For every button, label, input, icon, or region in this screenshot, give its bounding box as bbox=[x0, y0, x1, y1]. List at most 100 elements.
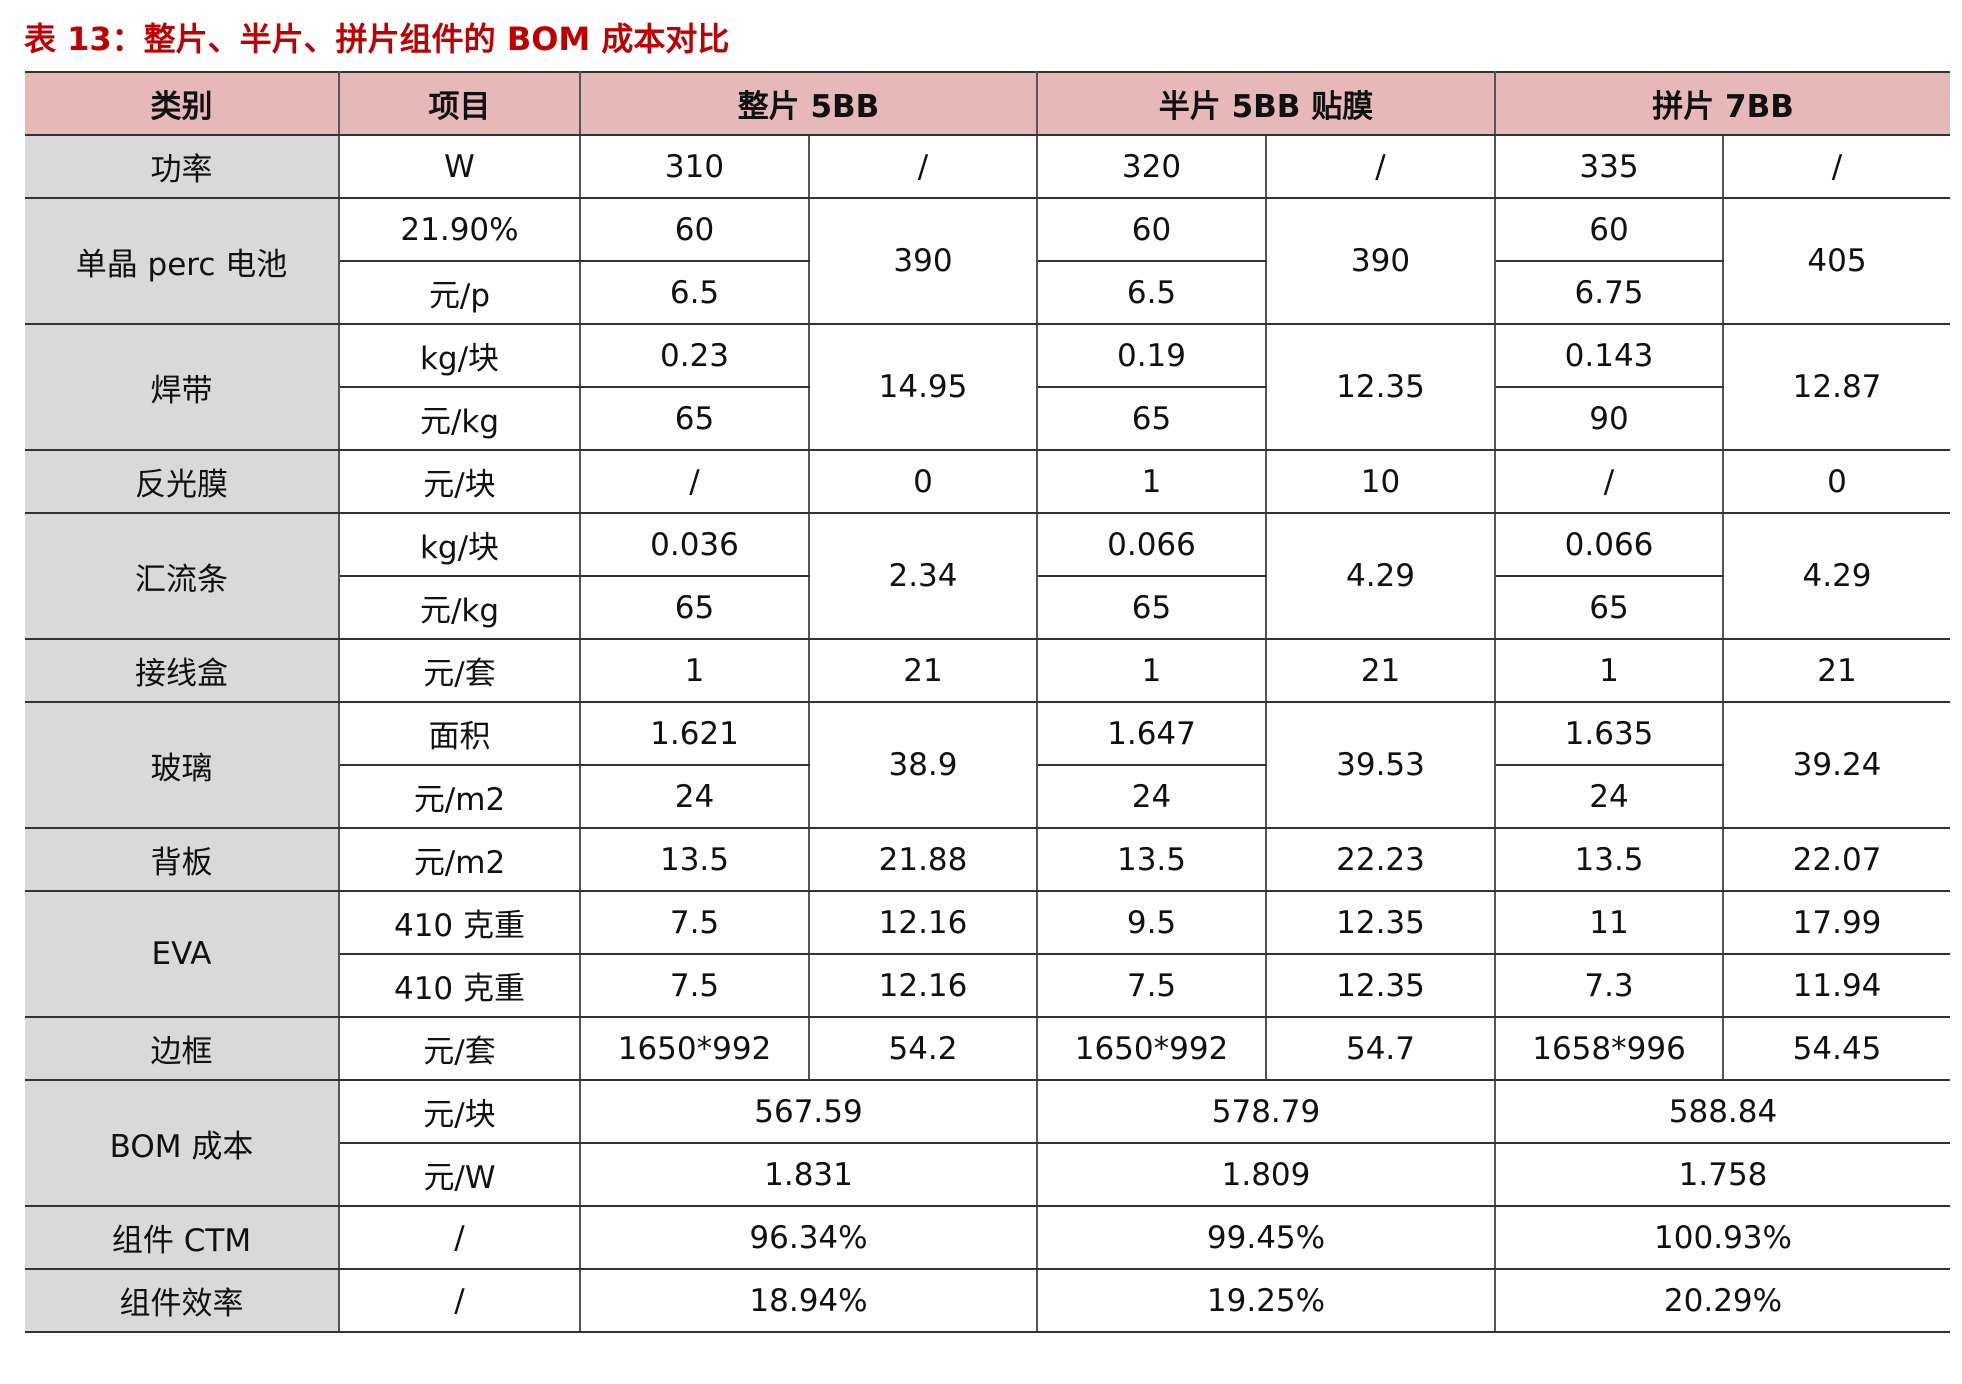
table-row: 元/kg 65 65 65 bbox=[25, 575, 1950, 640]
value-cell: 1658*996 bbox=[1494, 1016, 1725, 1081]
item-cell: 410 克重 bbox=[338, 890, 581, 955]
table-row: 接线盒 元/套 1 21 1 21 1 21 bbox=[25, 638, 1951, 703]
value-cell: 1.809 bbox=[1035, 1142, 1497, 1207]
item-cell: kg/块 bbox=[338, 323, 581, 388]
item-cell: kg/块 bbox=[338, 512, 581, 577]
value-cell: 20.29% bbox=[1494, 1268, 1951, 1333]
value-cell: 60 bbox=[579, 197, 810, 262]
value-cell: 0 bbox=[808, 449, 1038, 514]
table-title: 表 13：整片、半片、拼片组件的 BOM 成本对比 bbox=[24, 20, 730, 58]
value-cell: 21.88 bbox=[808, 827, 1038, 892]
value-cell: 54.2 bbox=[808, 1016, 1038, 1081]
value-cell: 1.647 bbox=[1036, 701, 1267, 766]
total-cell: 39.53 bbox=[1264, 701, 1497, 829]
table-row: 汇流条 kg/块 0.036 2.34 0.066 4.29 0.066 4.29 bbox=[25, 512, 1951, 640]
item-cell: 元/m2 bbox=[338, 827, 581, 892]
value-cell: 0.066 bbox=[1494, 512, 1725, 577]
table-row: 组件效率/18.94% 19.25% 20.29% bbox=[25, 1268, 1951, 1333]
item-cell: 元/m2 bbox=[339, 764, 581, 829]
item-cell: 元/kg bbox=[339, 575, 581, 640]
value-cell: 21 bbox=[1264, 638, 1497, 703]
value-cell: 65 bbox=[579, 386, 810, 451]
value-cell: 13.5 bbox=[579, 827, 810, 892]
value-cell: 1.831 bbox=[579, 1142, 1038, 1207]
value-cell: 310 bbox=[579, 134, 810, 199]
value-cell: 578.79 bbox=[1035, 1079, 1497, 1144]
value-cell: 9.5 bbox=[1036, 890, 1267, 955]
table-row: 组件 CTM/96.34% 99.45% 100.93% bbox=[25, 1205, 1951, 1270]
item-cell: 410 克重 bbox=[339, 953, 581, 1018]
value-cell: 96.34% bbox=[579, 1205, 1038, 1270]
category-cell: 组件效率 bbox=[25, 1268, 340, 1333]
value-cell: 588.84 bbox=[1494, 1079, 1951, 1144]
value-cell: 65 bbox=[1036, 575, 1267, 640]
item-cell: 元/块 bbox=[338, 1079, 581, 1144]
value-cell: 1 bbox=[579, 638, 810, 703]
value-cell: 54.7 bbox=[1264, 1016, 1497, 1081]
value-cell: 65 bbox=[1494, 575, 1724, 640]
value-cell: 7.5 bbox=[1036, 953, 1267, 1018]
total-cell: 39.24 bbox=[1722, 701, 1951, 829]
table-row: 元/p 6.5 6.5 6.75 bbox=[25, 260, 1950, 325]
item-cell: / bbox=[338, 1268, 581, 1333]
value-cell: 1 bbox=[1036, 638, 1267, 703]
item-cell: / bbox=[338, 1205, 581, 1270]
value-cell: 12.35 bbox=[1264, 953, 1497, 1018]
value-cell: 13.5 bbox=[1494, 827, 1725, 892]
total-cell: 14.95 bbox=[808, 323, 1038, 451]
value-cell: 320 bbox=[1036, 134, 1267, 199]
table-row: 元/m2 24 24 24 bbox=[25, 764, 1950, 829]
value-cell: 1.758 bbox=[1494, 1142, 1951, 1207]
item-cell: W bbox=[338, 134, 581, 199]
category-cell: 边框 bbox=[25, 1016, 340, 1081]
value-cell: 22.07 bbox=[1722, 827, 1951, 892]
table-row: 元/W 1.831 1.809 1.758 bbox=[25, 1142, 1951, 1207]
table-row: 边框 元/套 1650*992 54.2 1650*992 54.7 1658*996 54.… bbox=[25, 1016, 1951, 1081]
table-row: 背板 元/m2 13.5 21.88 13.5 22.23 13.5 22.07 bbox=[25, 827, 1951, 892]
item-cell: 元/套 bbox=[338, 638, 581, 703]
category-cell: 焊带 bbox=[25, 323, 340, 451]
total-cell: 390 bbox=[1264, 197, 1497, 325]
value-cell: 7.5 bbox=[579, 890, 810, 955]
value-cell: 0 bbox=[1722, 449, 1951, 514]
table-row: 玻璃 面积 1.621 38.9 1.647 39.53 1.635 39.24 bbox=[25, 701, 1951, 829]
header-cell: 半片 5BB 贴膜 bbox=[1035, 71, 1497, 136]
total-cell: 4.29 bbox=[1722, 512, 1951, 640]
value-cell: 24 bbox=[1036, 764, 1267, 829]
value-cell: 567.59 bbox=[579, 1079, 1038, 1144]
table-row: 单晶 perc 电池 21.90% 60 390 60 390 60 405 bbox=[25, 197, 1951, 325]
value-cell: 1.635 bbox=[1494, 701, 1725, 766]
value-cell: 19.25% bbox=[1035, 1268, 1497, 1333]
category-cell: 背板 bbox=[25, 827, 340, 892]
value-cell: 100.93% bbox=[1494, 1205, 1951, 1270]
total-cell: 12.35 bbox=[1264, 323, 1497, 451]
value-cell: 24 bbox=[1494, 764, 1724, 829]
value-cell: 7.3 bbox=[1494, 953, 1725, 1018]
value-cell: 60 bbox=[1494, 197, 1725, 262]
value-cell: 7.5 bbox=[579, 953, 810, 1018]
bom-table: 类别 项目 整片 5BB 半片 5BB 贴膜 拼片 7BB 功率 W 310/320/335/… bbox=[25, 71, 1951, 1333]
header-cell: 拼片 7BB bbox=[1494, 71, 1951, 136]
total-cell: 4.29 bbox=[1264, 512, 1497, 640]
value-cell: 6.75 bbox=[1494, 260, 1724, 325]
value-cell: 18.94% bbox=[579, 1268, 1038, 1333]
table-row: 类别 项目 整片 5BB 半片 5BB 贴膜 拼片 7BB bbox=[25, 71, 1951, 136]
value-cell: 1650*992 bbox=[579, 1016, 810, 1081]
category-cell: BOM 成本 bbox=[25, 1079, 340, 1207]
value-cell: 0.143 bbox=[1494, 323, 1725, 388]
value-cell: 10 bbox=[1264, 449, 1497, 514]
total-cell: 2.34 bbox=[808, 512, 1038, 640]
value-cell: 65 bbox=[1036, 386, 1267, 451]
item-cell: 面积 bbox=[338, 701, 581, 766]
value-cell: 60 bbox=[1036, 197, 1267, 262]
category-cell: 功率 bbox=[25, 134, 340, 199]
value-cell: 0.066 bbox=[1036, 512, 1267, 577]
category-cell: EVA bbox=[25, 890, 340, 1018]
total-cell: 405 bbox=[1722, 197, 1951, 325]
value-cell: 6.5 bbox=[579, 260, 810, 325]
value-cell: 1 bbox=[1494, 638, 1725, 703]
value-cell: 1650*992 bbox=[1036, 1016, 1267, 1081]
table-row: BOM 成本 元/块 567.59 578.79 588.84 bbox=[25, 1079, 1951, 1207]
value-cell: 1.621 bbox=[579, 701, 810, 766]
